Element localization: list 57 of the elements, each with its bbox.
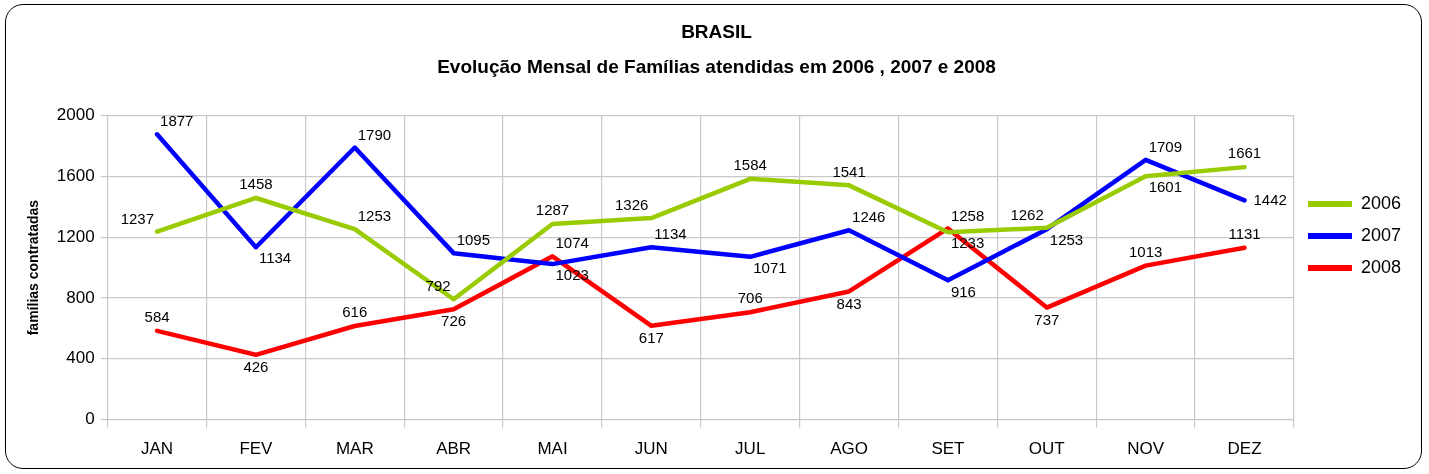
data-label: 1253: [357, 207, 392, 225]
y-tick-label: 1200: [56, 226, 95, 246]
data-label: 1134: [258, 249, 292, 267]
data-label: 617: [638, 328, 664, 346]
y-tick-label: 1600: [56, 166, 95, 186]
x-tick-label: AGO: [830, 439, 868, 459]
x-tick-label: JAN: [140, 439, 174, 459]
data-label: 1262: [1010, 205, 1044, 223]
data-label: 843: [836, 294, 862, 312]
legend-label: 2008: [1360, 256, 1401, 277]
data-label: 1071: [753, 258, 787, 276]
data-label: 1287: [535, 201, 570, 219]
data-label: 584: [144, 307, 170, 325]
data-label: 1131: [1228, 224, 1261, 242]
x-tick-label: SET: [931, 439, 965, 459]
data-label: 1442: [1253, 190, 1287, 208]
x-tick-label: DEZ: [1227, 439, 1262, 459]
data-label: 1458: [239, 175, 273, 193]
y-tick-label: 2000: [56, 105, 95, 125]
data-label: 1237: [120, 209, 155, 227]
data-label: 1095: [456, 231, 491, 249]
data-label: 1246: [852, 208, 886, 226]
data-label: 1253: [1049, 231, 1084, 249]
data-label: 1584: [733, 155, 767, 173]
data-label: 1541: [832, 162, 866, 180]
x-tick-label: JUN: [634, 439, 668, 459]
data-label: 916: [950, 282, 976, 300]
data-label: 1258: [950, 206, 985, 224]
y-axis-title: famílias contratadas: [25, 199, 42, 336]
data-label: 1013: [1128, 242, 1163, 260]
y-tick-label: 800: [66, 287, 95, 307]
legend-label: 2006: [1360, 192, 1401, 213]
x-tick-label: FEV: [239, 439, 274, 459]
x-tick-label: MAR: [335, 439, 374, 459]
data-label: 1326: [614, 196, 649, 214]
x-tick-label: OUT: [1028, 439, 1065, 459]
legend-label: 2007: [1360, 224, 1401, 245]
data-label: 726: [441, 312, 467, 330]
chart-title: BRASIL: [681, 20, 753, 42]
x-tick-label: ABR: [436, 439, 472, 459]
data-label: 1134: [654, 225, 687, 243]
y-tick-label: 400: [66, 348, 95, 368]
data-label: 1661: [1227, 144, 1262, 162]
data-label: 737: [1034, 310, 1060, 328]
data-label: 706: [737, 289, 763, 307]
data-label: 1877: [160, 112, 194, 130]
data-label: 426: [243, 357, 269, 375]
y-tick-label: 0: [85, 409, 95, 429]
data-label: 1709: [1148, 137, 1183, 155]
x-tick-label: NOV: [1127, 439, 1165, 459]
chart-subtitle: Evolução Mensal de Famílias atendidas em 2006 , 2007 e 2008: [437, 56, 996, 78]
x-tick-label: MAI: [537, 439, 568, 459]
data-label: 1601: [1148, 178, 1183, 196]
x-tick-label: JUL: [735, 439, 766, 459]
data-label: 616: [342, 303, 368, 321]
data-label: 1790: [357, 125, 392, 143]
data-label: 1074: [555, 234, 589, 252]
